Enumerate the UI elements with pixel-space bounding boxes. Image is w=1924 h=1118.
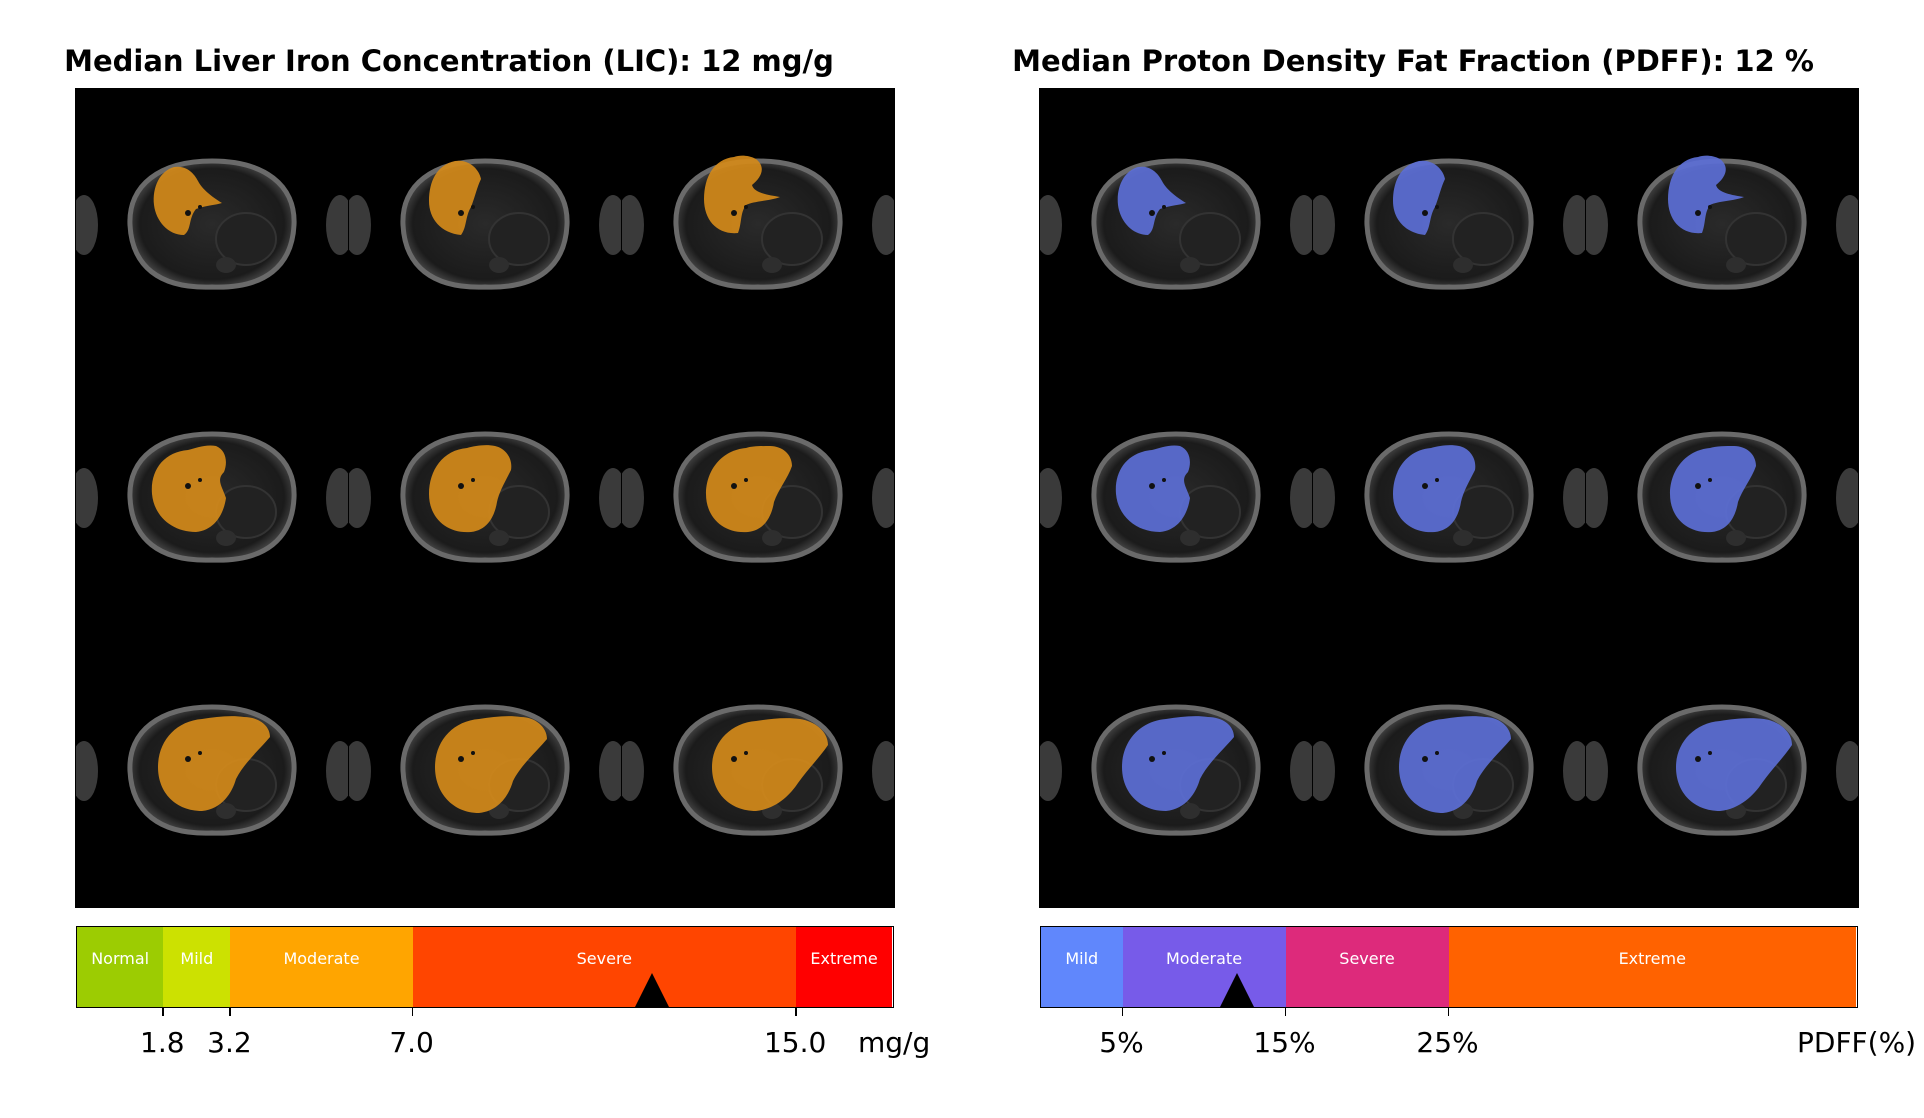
pdff-median-marker bbox=[1219, 973, 1254, 1007]
lic-band-normal: Normal bbox=[77, 927, 164, 1007]
pdff-slice-9 bbox=[1586, 635, 1858, 907]
lic-panel: Median Liver Iron Concentration (LIC): 1… bbox=[0, 0, 930, 1118]
lic-slice-6 bbox=[622, 362, 894, 634]
pdff-slice-3 bbox=[1586, 89, 1858, 361]
lic-slice-9 bbox=[622, 635, 894, 907]
lic-band-mild: Mild bbox=[163, 927, 231, 1007]
pdff-title: Median Proton Density Fat Fraction (PDFF… bbox=[1012, 44, 1814, 78]
lic-band-label: Moderate bbox=[283, 949, 360, 968]
pdff-band-label: Extreme bbox=[1618, 949, 1686, 968]
pdff-unit-label: PDFF(%) bbox=[1797, 1026, 1917, 1059]
lic-tick-label: 7.0 bbox=[389, 1026, 434, 1059]
lic-tick bbox=[411, 1008, 414, 1016]
lic-tick bbox=[162, 1008, 164, 1016]
pdff-slice-6 bbox=[1586, 362, 1858, 634]
lic-band-label: Severe bbox=[576, 949, 633, 968]
lic-slice-3 bbox=[622, 89, 894, 361]
lic-tick bbox=[229, 1008, 231, 1016]
lic-unit-label: mg/g bbox=[858, 1026, 931, 1059]
pdff-tick bbox=[1121, 1008, 1123, 1016]
pdff-tick bbox=[1447, 1008, 1449, 1016]
pdff-band-moderate: Moderate bbox=[1122, 927, 1286, 1007]
pdff-slice-1 bbox=[1040, 89, 1312, 361]
lic-slice-7 bbox=[76, 635, 348, 907]
lic-band-severe: Severe bbox=[412, 927, 797, 1007]
pdff-band-label: Mild bbox=[1065, 949, 1099, 968]
pdff-band-label: Severe bbox=[1339, 949, 1395, 968]
lic-slice-8 bbox=[349, 635, 621, 907]
pdff-tick-label: 25% bbox=[1416, 1026, 1479, 1059]
lic-slice-4 bbox=[76, 362, 348, 634]
lic-band-label: Extreme bbox=[810, 949, 878, 968]
pdff-band-label: Moderate bbox=[1165, 949, 1243, 968]
pdff-slice-5 bbox=[1313, 362, 1585, 634]
lic-band-label: Normal bbox=[91, 949, 150, 968]
pdff-band-mild: Mild bbox=[1041, 927, 1123, 1007]
lic-severity-bar: Normal Mild Moderate Severe Extreme bbox=[76, 926, 894, 1008]
lic-band-extreme: Extreme bbox=[796, 927, 892, 1007]
lic-tick-label: 15.0 bbox=[763, 1026, 827, 1059]
pdff-slice-8 bbox=[1313, 635, 1585, 907]
lic-title: Median Liver Iron Concentration (LIC): 1… bbox=[64, 44, 834, 78]
lic-band-moderate: Moderate bbox=[230, 927, 413, 1007]
lic-band-label: Mild bbox=[180, 949, 214, 968]
lic-slice-1 bbox=[76, 89, 348, 361]
lic-slice-5 bbox=[349, 362, 621, 634]
pdff-slice-7 bbox=[1040, 635, 1312, 907]
pdff-slice-grid bbox=[1039, 88, 1859, 908]
pdff-band-extreme: Extreme bbox=[1448, 927, 1856, 1007]
lic-slice-grid bbox=[75, 88, 895, 908]
pdff-severity-bar: Mild Moderate Severe Extreme bbox=[1040, 926, 1858, 1008]
pdff-band-severe: Severe bbox=[1285, 927, 1449, 1007]
lic-slice-2 bbox=[349, 89, 621, 361]
lic-tick-label: 1.8 bbox=[140, 1026, 185, 1059]
lic-tick-label: 3.2 bbox=[207, 1026, 252, 1059]
lic-tick bbox=[795, 1008, 797, 1016]
lic-median-marker bbox=[635, 973, 670, 1007]
pdff-slice-4 bbox=[1040, 362, 1312, 634]
pdff-slice-2 bbox=[1313, 89, 1585, 361]
pdff-tick-label: 5% bbox=[1099, 1026, 1144, 1059]
pdff-tick-label: 15% bbox=[1253, 1026, 1316, 1059]
pdff-tick bbox=[1284, 1008, 1286, 1016]
